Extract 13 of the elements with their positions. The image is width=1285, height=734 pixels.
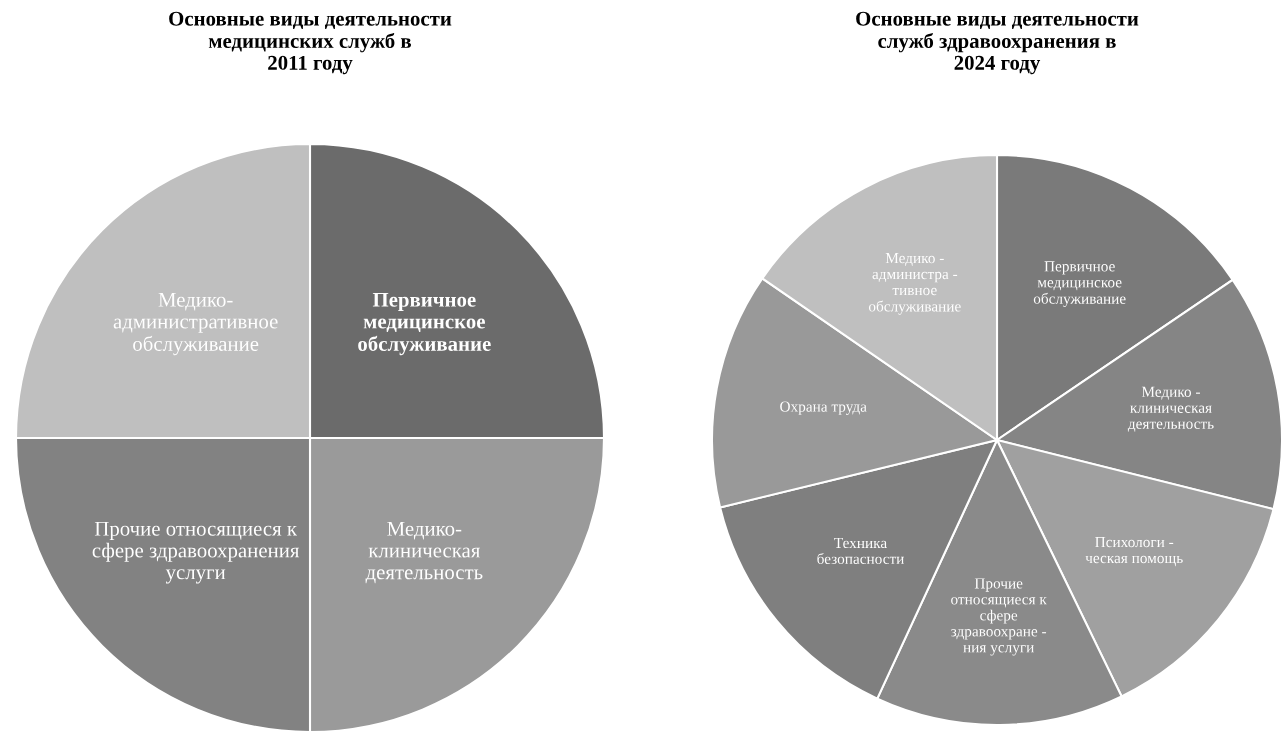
slice-label: Психологи - ческая помощь: [1085, 537, 1183, 567]
chart-title: Основные виды деятельности служб здравоохранения в 2024 году: [856, 11, 1139, 75]
slice-label: Первичное медицинское обслуживание: [1033, 261, 1126, 307]
slice-label: Первичное медицинское обслуживание: [358, 292, 491, 356]
slice-label: Прочие относящиеся к сфере здравоохранения услуги: [92, 521, 300, 584]
slice-label: Медико - клиническая деятельность: [1127, 386, 1214, 432]
slice-label: Медико - администра - тивное обслуживание: [868, 253, 961, 315]
slice-label: Медико- клиническая деятельность: [365, 521, 483, 584]
slice-label: Прочие относящиеся к сфере здравоохране - ния услуги: [951, 578, 1047, 656]
slice-label: Охрана труда: [780, 401, 867, 415]
chart-title: Основные виды деятельности медицинских служб в 2011 году: [169, 11, 452, 75]
slice-label: Медико- административное обслуживание: [113, 292, 278, 356]
slice-label: Техника безопасности: [817, 537, 904, 565]
